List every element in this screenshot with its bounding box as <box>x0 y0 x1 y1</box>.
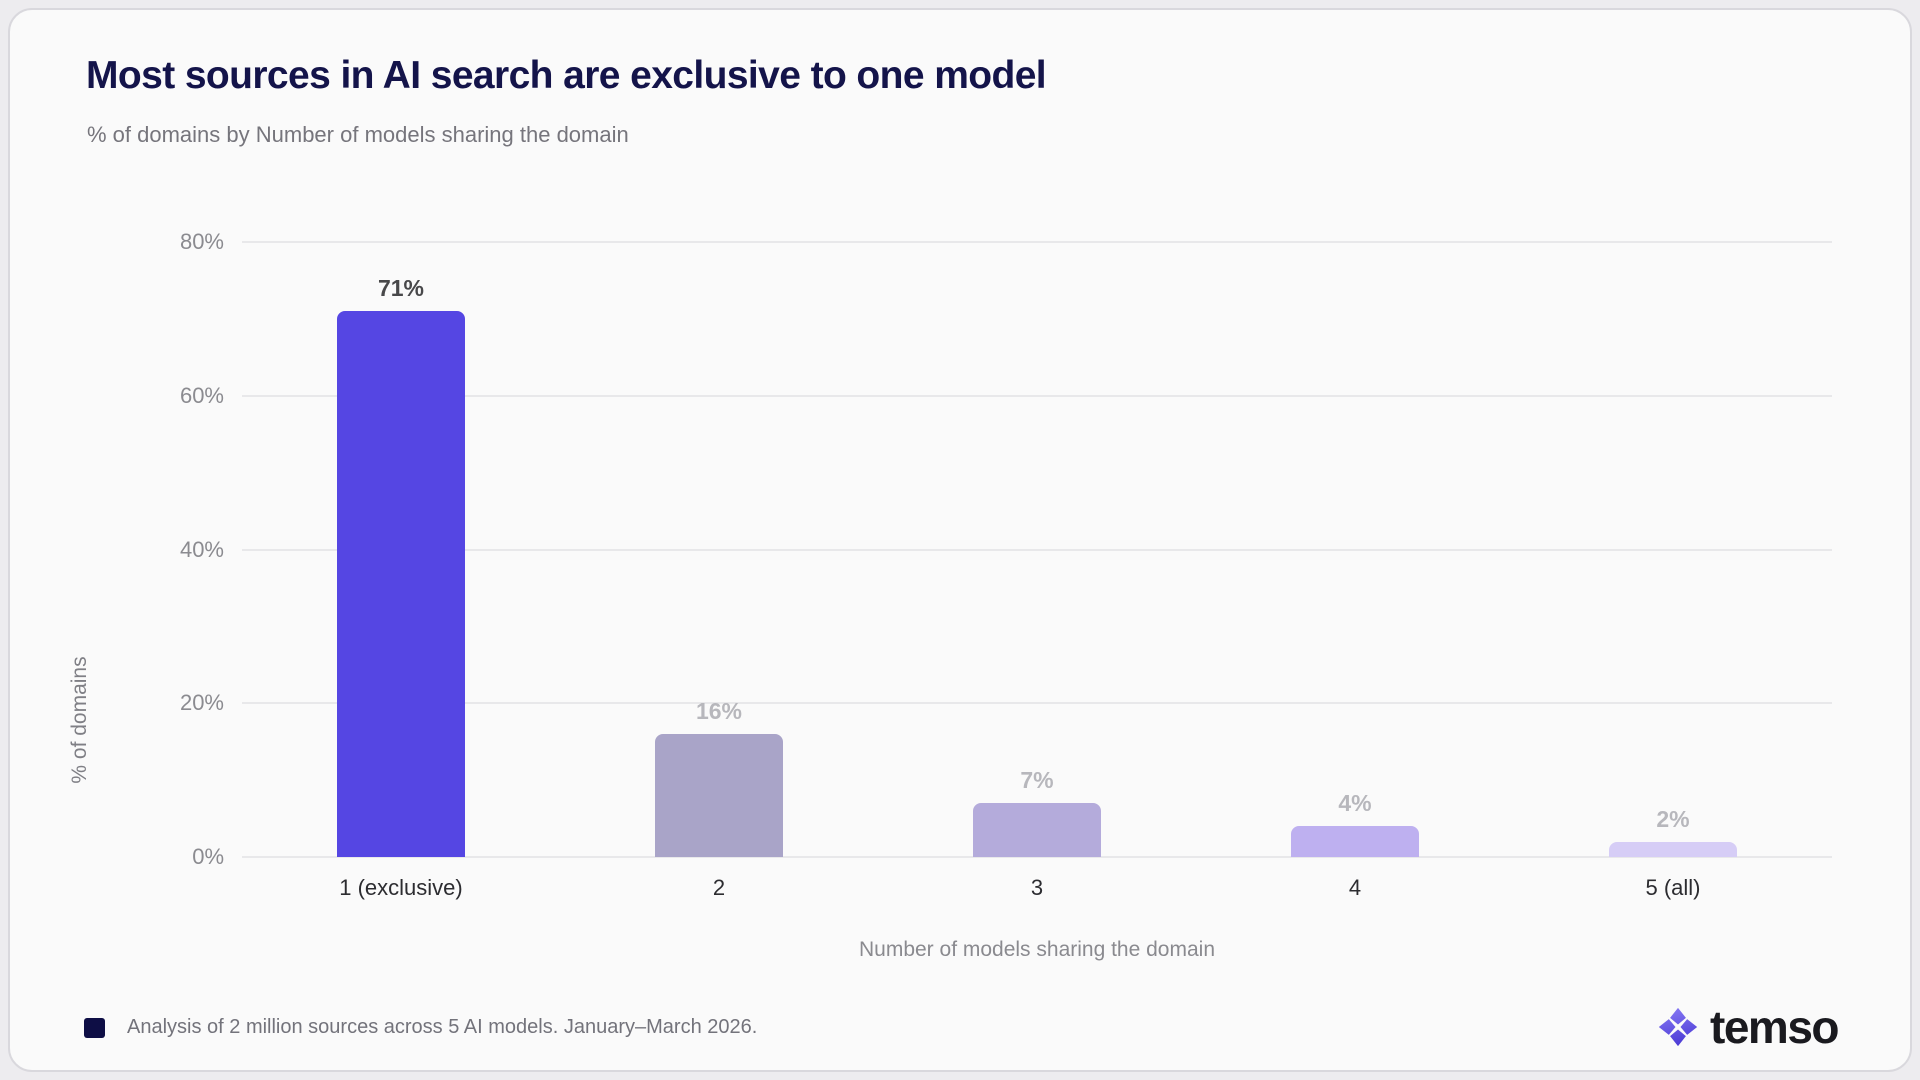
bar <box>973 803 1101 857</box>
x-axis-title: Number of models sharing the domain <box>858 938 1215 961</box>
bar-value-label: 7% <box>1020 767 1054 794</box>
sparkle-star-icon <box>1658 1007 1698 1047</box>
y-tick-label: 0% <box>192 844 224 869</box>
footnote-text: Analysis of 2 million sources across 5 A… <box>127 1016 758 1038</box>
gridline <box>242 394 1832 397</box>
bar-group: 16% 2 <box>560 242 878 900</box>
x-category-label: 4 <box>1348 875 1362 900</box>
bar-group: 71% 1 (exclusive) <box>242 242 560 900</box>
x-category-label: 3 <box>1030 875 1044 900</box>
x-category-label: 5 (all) <box>1645 875 1701 900</box>
y-axis-title: % of domains <box>68 656 91 784</box>
bar <box>337 311 465 857</box>
bar-value-label: 16% <box>695 698 743 724</box>
bar-value-label: 71% <box>377 275 425 302</box>
y-tick-label: 20% <box>179 690 224 716</box>
gridline <box>242 702 1832 705</box>
gridline <box>242 548 1832 551</box>
plot-area: 0% 20% 40% 60% 80% 71% 1 (exclusive) 16% 2 7% 3 4% 4… <box>180 229 1832 900</box>
brand-name: temso <box>1710 1001 1839 1053</box>
legend-swatch <box>84 1017 105 1038</box>
bar-group: 7% 3 <box>878 242 1196 900</box>
bar-value-label: 2% <box>1656 805 1690 832</box>
y-tick-label: 80% <box>179 229 224 254</box>
footnote-row: Analysis of 2 million sources across 5 A… <box>84 1016 757 1039</box>
bar <box>1291 826 1419 857</box>
gridline <box>242 241 1832 243</box>
bar-group: 2% 5 (all) <box>1514 242 1832 900</box>
y-tick-label: 60% <box>179 382 224 408</box>
bar <box>655 734 783 857</box>
chart-subtitle: % of domains by Number of models sharing… <box>87 122 629 147</box>
bar <box>1609 841 1737 857</box>
chart-card: Most sources in AI search are exclusive … <box>8 8 1912 1072</box>
chart-title: Most sources in AI search are exclusive … <box>86 54 1047 97</box>
brand-logo: temso <box>1658 1000 1839 1054</box>
gridline <box>242 856 1832 858</box>
bar-group: 4% 4 <box>1196 242 1514 900</box>
x-category-label: 2 <box>712 875 726 900</box>
x-category-label: 1 (exclusive) <box>339 875 463 900</box>
y-tick-label: 40% <box>179 536 224 562</box>
bar-value-label: 4% <box>1338 790 1372 817</box>
